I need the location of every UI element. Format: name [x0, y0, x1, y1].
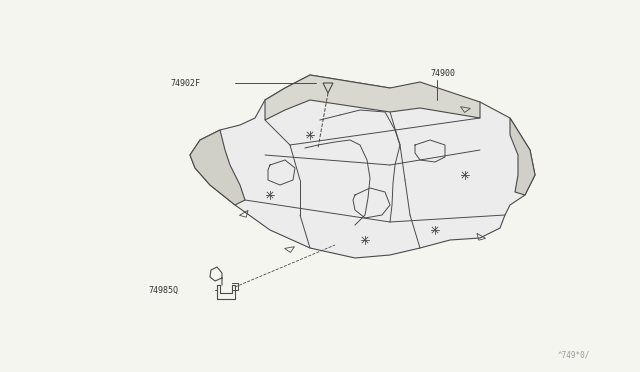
- Text: ^749*0/: ^749*0/: [557, 350, 590, 359]
- Polygon shape: [510, 118, 535, 195]
- Text: 74902F: 74902F: [170, 80, 200, 89]
- Polygon shape: [190, 130, 245, 205]
- Text: 74900: 74900: [430, 68, 455, 77]
- Text: 74985Q: 74985Q: [148, 285, 178, 295]
- Polygon shape: [265, 75, 480, 120]
- Polygon shape: [190, 75, 535, 258]
